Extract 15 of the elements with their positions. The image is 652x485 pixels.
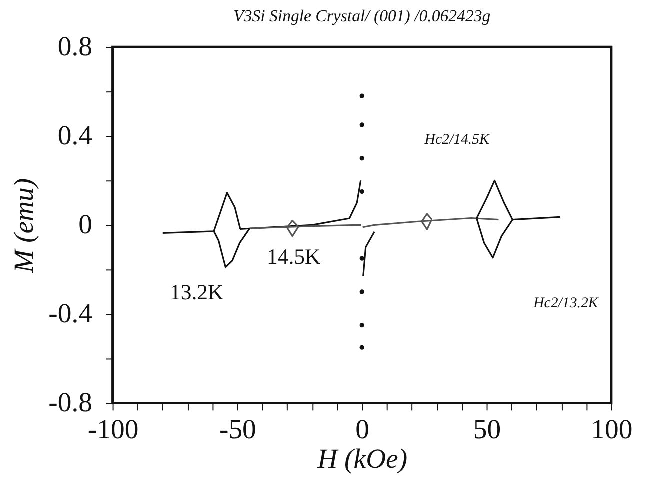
annotation: 13.2K — [170, 280, 224, 304]
annotation: 14.5K — [266, 244, 322, 269]
y-tick-label: 0.8 — [58, 30, 93, 62]
x-axis-title: H (kOe) — [316, 443, 408, 474]
annotation: Hc2/13.2K — [532, 295, 600, 312]
y-tick-label: 0 — [78, 208, 93, 240]
x-tick-label: 50 — [473, 413, 502, 444]
x-tick-label: 0 — [356, 413, 370, 444]
x-tick-label: 100 — [591, 413, 633, 444]
y-tick-label: -0.4 — [48, 298, 93, 329]
y-tick-label: 0.4 — [58, 120, 93, 151]
y-axis-title: M (emu) — [8, 178, 39, 274]
annotation: Hc2/14.5K — [424, 132, 491, 148]
x-tick-label: -50 — [219, 413, 256, 444]
chart-title: V3Si Single Crystal/ (001) /0.062423g — [234, 6, 491, 26]
